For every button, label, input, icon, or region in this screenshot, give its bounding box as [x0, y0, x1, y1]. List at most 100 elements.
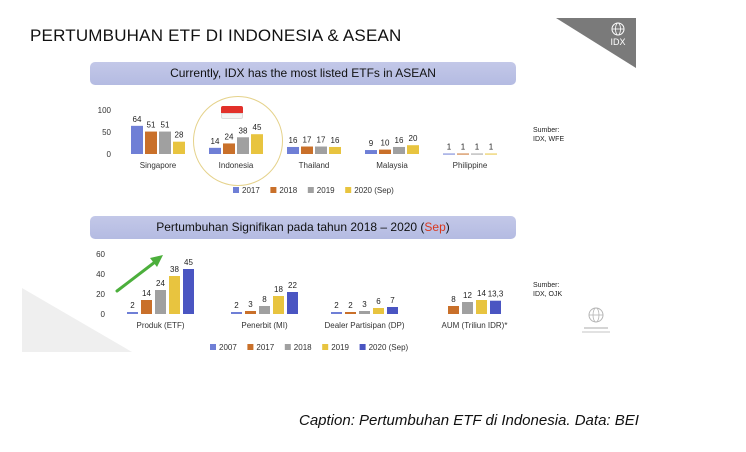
bar: [365, 150, 377, 154]
category-label: Produk (ETF): [136, 321, 184, 330]
idx-logo-text: IDX: [610, 37, 626, 47]
legend-label: 2020 (Sep): [354, 186, 394, 195]
data-label: 9: [369, 139, 374, 148]
bar: [345, 312, 356, 314]
data-label: 3: [248, 300, 253, 309]
legend-label: 2007: [219, 343, 237, 352]
legend-swatch: [233, 187, 239, 193]
legend-label: 2020 (Sep): [369, 343, 409, 352]
data-label: 2: [234, 301, 239, 310]
category-label: Indonesia: [219, 161, 254, 170]
bar: [329, 146, 341, 154]
data-label: 45: [184, 258, 193, 267]
bar: [259, 306, 270, 314]
y-tick-label: 20: [96, 290, 105, 299]
category-label: AUM (Triliun IDR)*: [442, 321, 508, 330]
data-label: 45: [253, 123, 262, 132]
data-label: 2: [348, 301, 353, 310]
bottom-source: Sumber: IDX, OJK: [533, 281, 562, 299]
bar: [331, 312, 342, 314]
bar: [315, 146, 327, 154]
bar: [393, 146, 405, 154]
data-label: 17: [317, 136, 326, 145]
data-label: 51: [147, 121, 156, 130]
data-label: 13,3: [488, 290, 504, 299]
globe-icon: [611, 22, 625, 36]
bottom-banner-text: Pertumbuhan Signifikan pada tahun 2018 –…: [156, 220, 425, 234]
category-label: Dealer Partisipan (DP): [324, 321, 404, 330]
data-label: 2: [334, 301, 339, 310]
bottom-banner-end: ): [445, 220, 450, 234]
data-label: 24: [156, 279, 165, 288]
y-tick-label: 0: [107, 150, 112, 159]
bar: [471, 153, 483, 155]
bar: [379, 149, 391, 154]
data-label: 8: [262, 295, 267, 304]
data-label: 64: [133, 115, 142, 124]
data-label: 3: [362, 300, 367, 309]
bar: [231, 312, 242, 314]
data-label: 7: [390, 296, 395, 305]
legend-label: 2017: [242, 186, 260, 195]
category-label: Penerbit (MI): [241, 321, 288, 330]
data-label: 2: [130, 301, 135, 310]
data-label: 14: [477, 289, 486, 298]
bottom-banner: Pertumbuhan Signifikan pada tahun 2018 –…: [90, 216, 516, 239]
top-source: Sumber: IDX, WFE: [533, 126, 564, 144]
bar: [443, 153, 455, 155]
bar: [287, 292, 298, 314]
bar: [127, 312, 138, 314]
decorative-corner-shape: [22, 288, 132, 352]
category-label: Philippine: [453, 161, 488, 170]
bar: [141, 300, 152, 314]
chart-asean-etfs: 100 50 0 64 51 51 28 Singapore 14 24 38 45 Indonesia…: [98, 106, 497, 195]
legend-label: 2017: [256, 343, 274, 352]
bar: [173, 141, 185, 154]
bar: [245, 311, 256, 314]
legend-swatch: [284, 344, 291, 350]
data-label: 22: [288, 281, 297, 290]
legend-label: 2018: [279, 186, 297, 195]
data-label: 20: [409, 134, 418, 143]
corner-triangle: [556, 18, 636, 68]
data-label: 38: [170, 265, 179, 274]
data-label: 10: [381, 139, 390, 148]
bar: [407, 145, 419, 154]
bar: [448, 306, 459, 314]
bar: [273, 296, 284, 314]
legend-swatch: [359, 344, 366, 350]
data-label: 1: [461, 143, 466, 152]
legend-swatch: [307, 187, 314, 193]
bar: [251, 134, 263, 154]
bar: [387, 307, 398, 314]
bottom-source-line2: IDX, OJK: [533, 291, 563, 298]
indonesia-flag-icon: [221, 106, 243, 119]
bar: [359, 311, 370, 314]
bar: [457, 153, 469, 155]
idx-logo: IDX: [600, 22, 636, 54]
bar: [145, 131, 157, 154]
bar: [183, 269, 194, 314]
bar: [169, 276, 180, 314]
data-label: 6: [376, 297, 381, 306]
page-title: PERTUMBUHAN ETF DI INDONESIA & ASEAN: [30, 26, 402, 45]
bar: [209, 147, 221, 154]
top-source-line2: IDX, WFE: [533, 136, 565, 143]
bar: [490, 300, 501, 314]
figure-caption: Caption: Pertumbuhan ETF di Indonesia. D…: [299, 412, 639, 429]
category-label: Singapore: [140, 161, 177, 170]
bottom-source-line1: Sumber:: [533, 282, 560, 289]
data-label: 16: [331, 136, 340, 145]
bar: [155, 290, 166, 314]
data-label: 16: [289, 136, 298, 145]
data-label: 17: [303, 136, 312, 145]
bottom-banner-highlight: Sep: [424, 220, 446, 234]
bar: [159, 131, 171, 154]
bar: [373, 308, 384, 314]
data-label: 14: [211, 137, 220, 146]
legend-label: 2019: [331, 343, 349, 352]
bar: [301, 146, 313, 154]
data-label: 28: [175, 131, 184, 140]
